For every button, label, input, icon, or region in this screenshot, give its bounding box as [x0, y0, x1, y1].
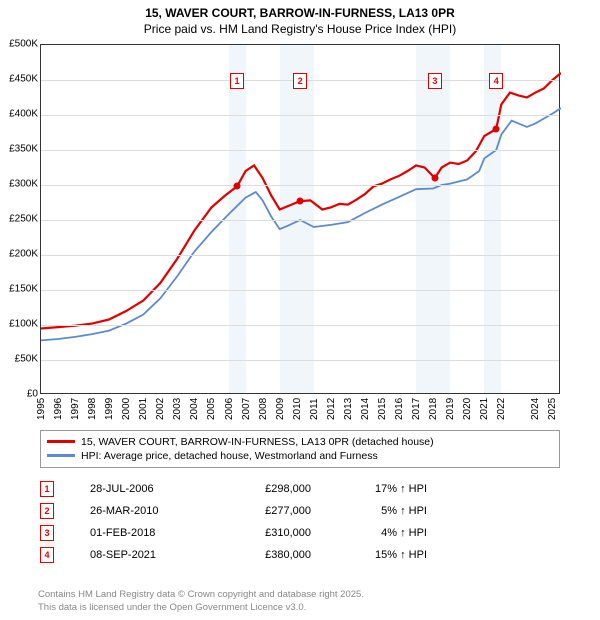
x-tick-label: 2020: [462, 397, 473, 419]
x-tick-label: 2016: [394, 397, 405, 419]
x-tick-label: 2018: [428, 397, 439, 419]
chart-area: £0£50K£100K£150K£200K£250K£300K£350K£400…: [0, 44, 560, 424]
footer-line2: This data is licensed under the Open Gov…: [38, 602, 364, 614]
sale-marker-dot: [297, 197, 304, 204]
x-tick-label: 1996: [53, 397, 64, 419]
sale-pct: 15% ↑ HPI: [317, 549, 427, 561]
x-tick-label: 2022: [496, 397, 507, 419]
sale-pct: 4% ↑ HPI: [317, 527, 427, 539]
series-hpi: [41, 108, 561, 340]
sale-row: 4 08-SEP-2021 £380,000 15% ↑ HPI: [40, 544, 560, 566]
footer-line1: Contains HM Land Registry data © Crown c…: [38, 589, 364, 601]
x-tick-label: 1995: [36, 397, 47, 419]
sale-row-marker: 1: [40, 481, 54, 497]
x-tick-label: 2011: [309, 398, 320, 420]
sale-row: 1 28-JUL-2006 £298,000 17% ↑ HPI: [40, 478, 560, 500]
footer-attribution: Contains HM Land Registry data © Crown c…: [38, 589, 364, 614]
x-tick-label: 1998: [87, 397, 98, 419]
x-tick-label: 2019: [445, 397, 456, 419]
x-tick-label: 2021: [479, 397, 490, 419]
legend-swatch: [47, 454, 75, 457]
x-tick-label: 1999: [104, 397, 115, 419]
x-tick-label: 2014: [360, 397, 371, 419]
chart-title-line2: Price paid vs. HM Land Registry's House …: [0, 22, 600, 40]
plot-region: 1 2 3 4: [40, 44, 560, 394]
sale-date: 08-SEP-2021: [90, 549, 210, 561]
sales-table: 1 28-JUL-2006 £298,000 17% ↑ HPI 2 26-MAR-201…: [40, 478, 560, 566]
sale-row: 3 01-FEB-2018 £310,000 4% ↑ HPI: [40, 522, 560, 544]
sale-date: 26-MAR-2010: [90, 505, 210, 517]
x-tick-label: 1997: [70, 397, 81, 419]
y-tick-label: £200K: [9, 248, 38, 259]
sale-row: 2 26-MAR-2010 £277,000 5% ↑ HPI: [40, 500, 560, 522]
sale-row-marker: 3: [40, 525, 54, 541]
x-tick-label: 2012: [326, 397, 337, 419]
sale-marker-dot: [493, 125, 500, 132]
x-tick-label: 2004: [189, 397, 200, 419]
x-tick-label: 2000: [121, 397, 132, 419]
x-tick-label: 2005: [206, 397, 217, 419]
x-tick-label: 2008: [258, 397, 269, 419]
x-tick-label: 2015: [377, 397, 388, 419]
legend-row: 15, WAVER COURT, BARROW-IN-FURNESS, LA13…: [47, 435, 553, 449]
legend: 15, WAVER COURT, BARROW-IN-FURNESS, LA13…: [40, 430, 560, 468]
x-tick-label: 2002: [155, 397, 166, 419]
y-tick-label: £500K: [9, 38, 38, 49]
sale-date: 01-FEB-2018: [90, 527, 210, 539]
x-tick-label: 2017: [411, 397, 422, 419]
sale-row-marker: 2: [40, 503, 54, 519]
legend-label: HPI: Average price, detached house, West…: [81, 450, 378, 462]
sale-marker-label: 2: [293, 73, 307, 89]
y-tick-label: £250K: [9, 213, 38, 224]
sale-price: £310,000: [216, 527, 311, 539]
y-tick-label: £100K: [9, 318, 38, 329]
legend-row: HPI: Average price, detached house, West…: [47, 449, 553, 463]
x-tick-label: 2013: [343, 397, 354, 419]
y-tick-label: £50K: [15, 353, 38, 364]
y-tick-label: £150K: [9, 283, 38, 294]
x-tick-label: 2007: [241, 397, 252, 419]
chart-title-line1: 15, WAVER COURT, BARROW-IN-FURNESS, LA13…: [0, 0, 600, 22]
sale-marker-dot: [234, 182, 241, 189]
y-tick-label: £350K: [9, 143, 38, 154]
sale-marker-dot: [431, 174, 438, 181]
y-axis: £0£50K£100K£150K£200K£250K£300K£350K£400…: [0, 44, 40, 394]
x-tick-label: 2010: [292, 397, 303, 419]
x-tick-label: 2001: [138, 397, 149, 419]
x-tick-label: 2009: [275, 397, 286, 419]
y-tick-label: £450K: [9, 73, 38, 84]
sale-price: £380,000: [216, 549, 311, 561]
legend-swatch: [47, 440, 75, 443]
y-tick-label: £300K: [9, 178, 38, 189]
sale-row-marker: 4: [40, 547, 54, 563]
sale-date: 28-JUL-2006: [90, 483, 210, 495]
legend-label: 15, WAVER COURT, BARROW-IN-FURNESS, LA13…: [81, 436, 434, 448]
sale-marker-label: 1: [230, 73, 244, 89]
sale-marker-label: 4: [489, 73, 503, 89]
sale-pct: 17% ↑ HPI: [317, 483, 427, 495]
sale-price: £298,000: [216, 483, 311, 495]
x-tick-label: 2006: [224, 397, 235, 419]
x-tick-label: 2025: [547, 397, 558, 419]
sale-price: £277,000: [216, 505, 311, 517]
chart-container: 15, WAVER COURT, BARROW-IN-FURNESS, LA13…: [0, 0, 600, 620]
y-tick-label: £400K: [9, 108, 38, 119]
x-tick-label: 2003: [172, 397, 183, 419]
sale-marker-label: 3: [428, 73, 442, 89]
sale-pct: 5% ↑ HPI: [317, 505, 427, 517]
x-tick-label: 2024: [530, 397, 541, 419]
